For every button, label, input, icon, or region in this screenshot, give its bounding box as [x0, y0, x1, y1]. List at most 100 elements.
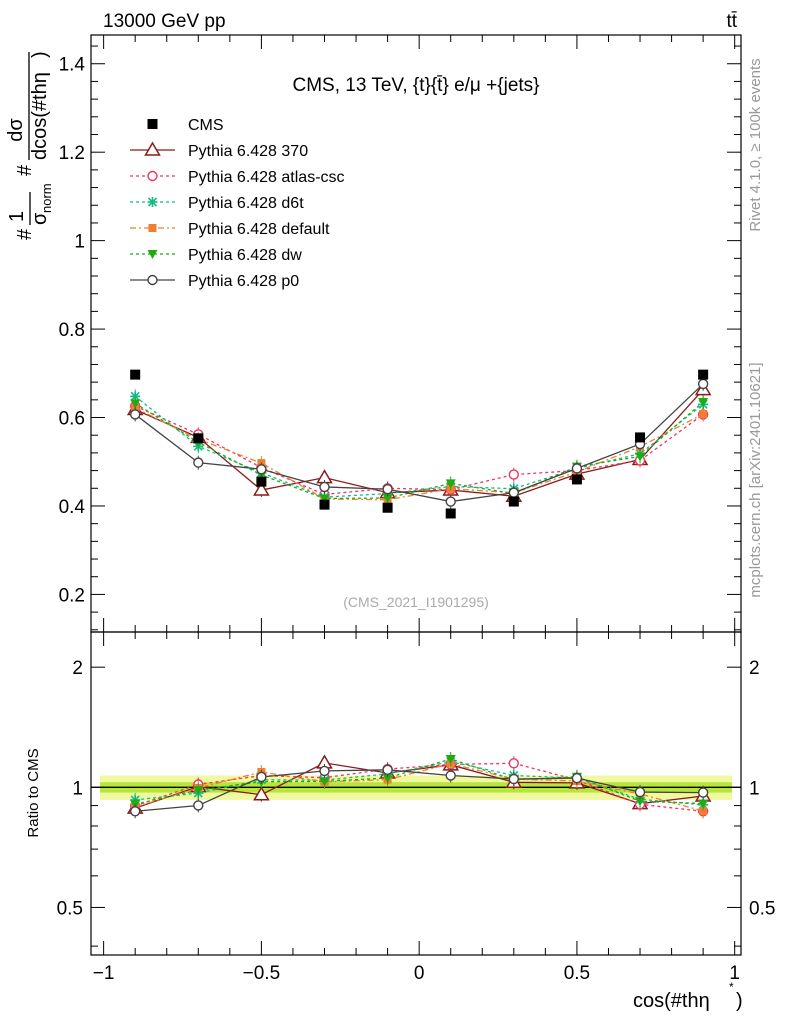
ratio-point [634, 786, 646, 798]
legend: CMS Pythia 6.428 370 Pythia 6.428 atlas-cs… [130, 117, 345, 290]
ratio-y-axis-label: Ratio to CMS [25, 748, 42, 837]
main-y-axis-label: # 1 σ norm # dσ dcos(#thη ) [5, 51, 54, 240]
ratio-point [319, 777, 330, 787]
data-point [508, 469, 520, 480]
series-pythia-6-428-370 [126, 381, 712, 504]
ratio-point [699, 806, 708, 815]
data-point [129, 409, 141, 420]
data-point [445, 508, 456, 519]
main-axis-ticks: 0.2 0.4 0.6 0.8 1 1.2 1.4 [59, 35, 741, 632]
data-point [508, 496, 519, 507]
y-tick-label: 0.2 [59, 585, 85, 606]
data-point [445, 496, 456, 507]
legend-label: CMS [188, 117, 224, 134]
legend-entry: Pythia 6.428 default [130, 221, 330, 238]
data-point [319, 499, 330, 510]
ylabel-numerator: dσ [5, 118, 27, 142]
ratio-y-tick-label-right: 0.5 [749, 898, 775, 919]
ratio-point [697, 787, 709, 798]
y-tick-label: 0.4 [59, 497, 86, 518]
data-point [445, 479, 456, 489]
main-panel: 0.20.40.60.811.21.4 (CMS_2021_I1901295) … [59, 34, 742, 633]
data-point [130, 369, 141, 380]
ratio-point [445, 754, 456, 764]
ylabel-denominator-close: ) [29, 51, 51, 58]
data-point [382, 502, 393, 513]
series-line [134, 389, 704, 497]
data-point [698, 398, 709, 408]
ylabel-one: 1 [6, 211, 28, 222]
legend-label: Pythia 6.428 d6t [188, 195, 304, 212]
ratio-point [319, 765, 330, 777]
series-pythia-6-428-p0 [129, 376, 709, 509]
series-line [134, 401, 704, 500]
legend-entry: Pythia 6.428 atlas-csc [130, 169, 345, 186]
legend-entry: Pythia 6.428 dw [130, 247, 302, 264]
series-pythia-6-428-atlas-csc [129, 399, 709, 502]
data-point [130, 399, 141, 409]
series-cms [130, 369, 709, 519]
legend-marker [147, 274, 158, 286]
x-tick-label: 0 [414, 963, 425, 984]
mcplots-label: mcplots.cern.ch [arXiv:2401.10621] [747, 362, 764, 597]
ratio-panel: 0.5 0.5 1 1 2 2 [57, 631, 775, 956]
energy-label: 13000 GeV pp [103, 11, 226, 32]
ratio-point [698, 799, 709, 809]
legend-label: Pythia 6.428 default [188, 221, 330, 238]
legend-marker [144, 141, 161, 156]
ratio-y-tick-label: 2 [72, 658, 83, 679]
y-tick-label: 1.4 [59, 55, 86, 76]
legend-marker [148, 224, 157, 232]
data-point [697, 378, 709, 390]
data-point [319, 481, 330, 493]
ratio-point [129, 806, 141, 817]
ratio-series-pythia-6-428-p0 [129, 762, 709, 819]
data-point [319, 494, 330, 504]
data-point [130, 391, 141, 402]
x-tick-label: 1 [729, 963, 740, 984]
legend-marker [147, 119, 158, 129]
ylabel-denominator: dcos(#thη [29, 72, 51, 160]
ratio-point [256, 771, 267, 783]
x-tick-label: −1 [93, 963, 115, 984]
legend-entry: Pythia 6.428 p0 [130, 273, 299, 290]
ratio-point [571, 772, 583, 784]
ratio-point [635, 797, 646, 807]
data-point [699, 409, 708, 418]
y-tick-label: 1 [74, 232, 85, 253]
legend-label: Pythia 6.428 p0 [188, 273, 299, 290]
ratio-y-tick-label: 1 [72, 778, 83, 799]
ratio-series-line [134, 762, 704, 812]
ratio-point [508, 773, 520, 785]
legend-marker [147, 250, 158, 259]
data-point [256, 476, 267, 487]
ratio-y-tick-label-right: 1 [749, 778, 760, 799]
data-point [253, 481, 270, 496]
xlabel-superscript: * [729, 980, 734, 994]
main-series-group [126, 369, 712, 519]
ylabel-prefix: # [14, 228, 36, 240]
ratio-point [193, 800, 204, 811]
data-point [508, 487, 520, 498]
ratio-series-pythia-6-428-dw [130, 751, 709, 812]
ylabel-hash: # [14, 164, 36, 176]
data-point [382, 494, 393, 504]
plot-title: CMS, 13 TeV, {t}{t̄} e/μ +{jets} [292, 75, 539, 96]
legend-entry: Pythia 6.428 d6t [130, 195, 304, 212]
ratio-point [445, 770, 456, 781]
y-tick-label: 1.2 [59, 143, 85, 164]
legend-label: Pythia 6.428 370 [188, 143, 308, 160]
ratio-point [508, 758, 520, 769]
series-line [134, 405, 704, 496]
data-point [698, 369, 709, 380]
ratio-series-line [135, 758, 704, 805]
analysis-watermark: (CMS_2021_I1901295) [343, 594, 489, 610]
data-point [382, 483, 393, 495]
ratio-axis-ticks: 0.5 0.5 1 1 2 2 [57, 632, 775, 955]
process-label: tt̄ [726, 11, 737, 32]
series-pythia-6-428-dw [130, 395, 709, 506]
y-tick-label: 0.8 [59, 320, 85, 341]
series-line [134, 383, 704, 503]
ratio-plot-frame [90, 631, 742, 956]
data-point [571, 463, 583, 474]
